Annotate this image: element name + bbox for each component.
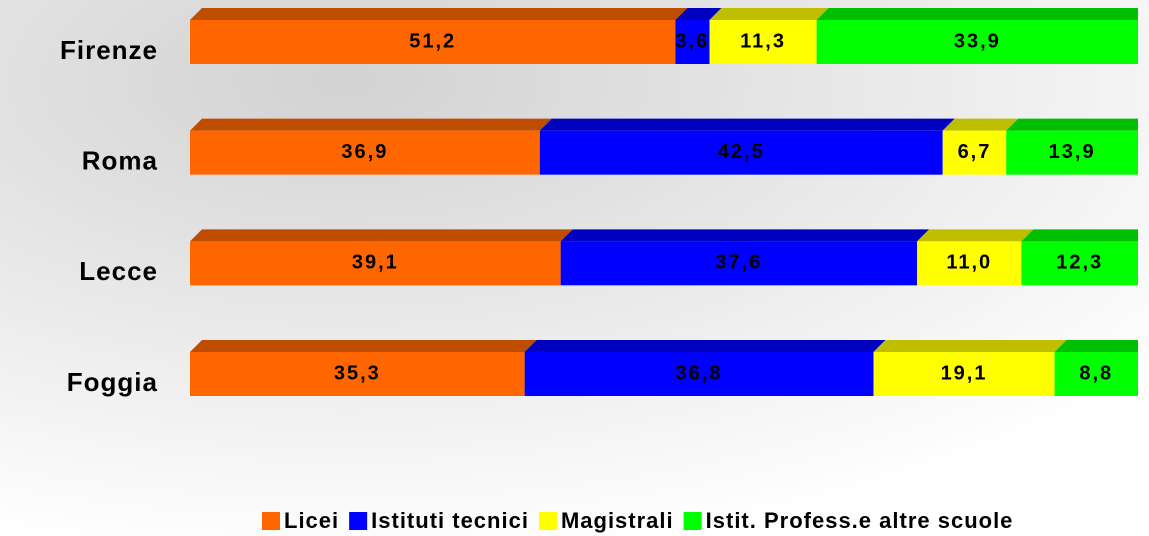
bar-segment — [190, 352, 525, 396]
value-label: 42,5 — [718, 141, 765, 163]
bar-segment — [560, 241, 918, 286]
value-label: 8,8 — [1079, 362, 1113, 384]
bar-top — [524, 340, 886, 352]
bar-segment — [1021, 241, 1138, 286]
bar-top — [873, 340, 1067, 352]
value-label: 36,9 — [341, 141, 388, 163]
category-label: Lecce — [79, 256, 158, 286]
bar-top — [560, 229, 930, 242]
bar-segment — [942, 130, 1007, 175]
bar-top — [190, 340, 537, 352]
bar-segment — [524, 352, 874, 396]
category-label: Foggia — [67, 367, 158, 397]
bar-segment — [873, 352, 1055, 396]
bar-top — [190, 229, 573, 242]
category-label: Roma — [82, 146, 158, 176]
legend-swatch — [349, 512, 368, 530]
legend-label: Magistrali — [561, 508, 674, 533]
legend-label: Istit. Profess.e altre scuole — [706, 508, 1014, 533]
bar-top — [709, 8, 829, 20]
value-label: 51,2 — [409, 30, 456, 52]
bar-top — [1021, 229, 1138, 242]
bar-segment — [190, 241, 561, 286]
bar-segment — [1006, 130, 1138, 175]
value-label: 6,7 — [958, 141, 992, 163]
bar-top — [190, 118, 552, 131]
value-label: 36,8 — [676, 362, 723, 384]
bar-top — [675, 8, 722, 20]
value-label: 11,0 — [946, 252, 992, 274]
bar-top — [942, 118, 1019, 131]
bar-top — [816, 8, 1138, 20]
bar-segment — [190, 130, 540, 175]
legend-swatch — [538, 512, 557, 530]
bar-top — [1006, 118, 1138, 131]
bar-segment — [709, 20, 817, 64]
bar-segment — [917, 241, 1022, 286]
legend-label: Licei — [284, 508, 339, 533]
bar-segment — [190, 20, 676, 64]
value-label: 39,1 — [352, 252, 399, 274]
bar-segment — [675, 20, 710, 64]
value-label: 13,9 — [1049, 141, 1096, 163]
category-label: Firenze — [60, 35, 158, 65]
value-label: 35,3 — [334, 362, 381, 384]
value-label: 33,9 — [954, 30, 1001, 52]
legend-swatch — [262, 512, 280, 530]
bar-segment — [539, 130, 943, 175]
legend-label: Istituti tecnici — [371, 508, 529, 533]
plot-area — [190, 8, 1138, 396]
legend-swatch — [683, 512, 702, 530]
value-label: 19,1 — [941, 362, 988, 384]
bar-segment — [816, 20, 1138, 64]
value-label: 11,3 — [740, 30, 786, 52]
bar-top — [1054, 340, 1138, 352]
value-label: 12,3 — [1056, 252, 1103, 274]
value-label: 37,6 — [715, 252, 762, 274]
bar-top — [539, 118, 955, 131]
bar-segment — [1054, 352, 1138, 396]
bar-top — [917, 229, 1034, 242]
value-label: 3,6 — [676, 30, 710, 52]
bar-top — [190, 8, 688, 20]
